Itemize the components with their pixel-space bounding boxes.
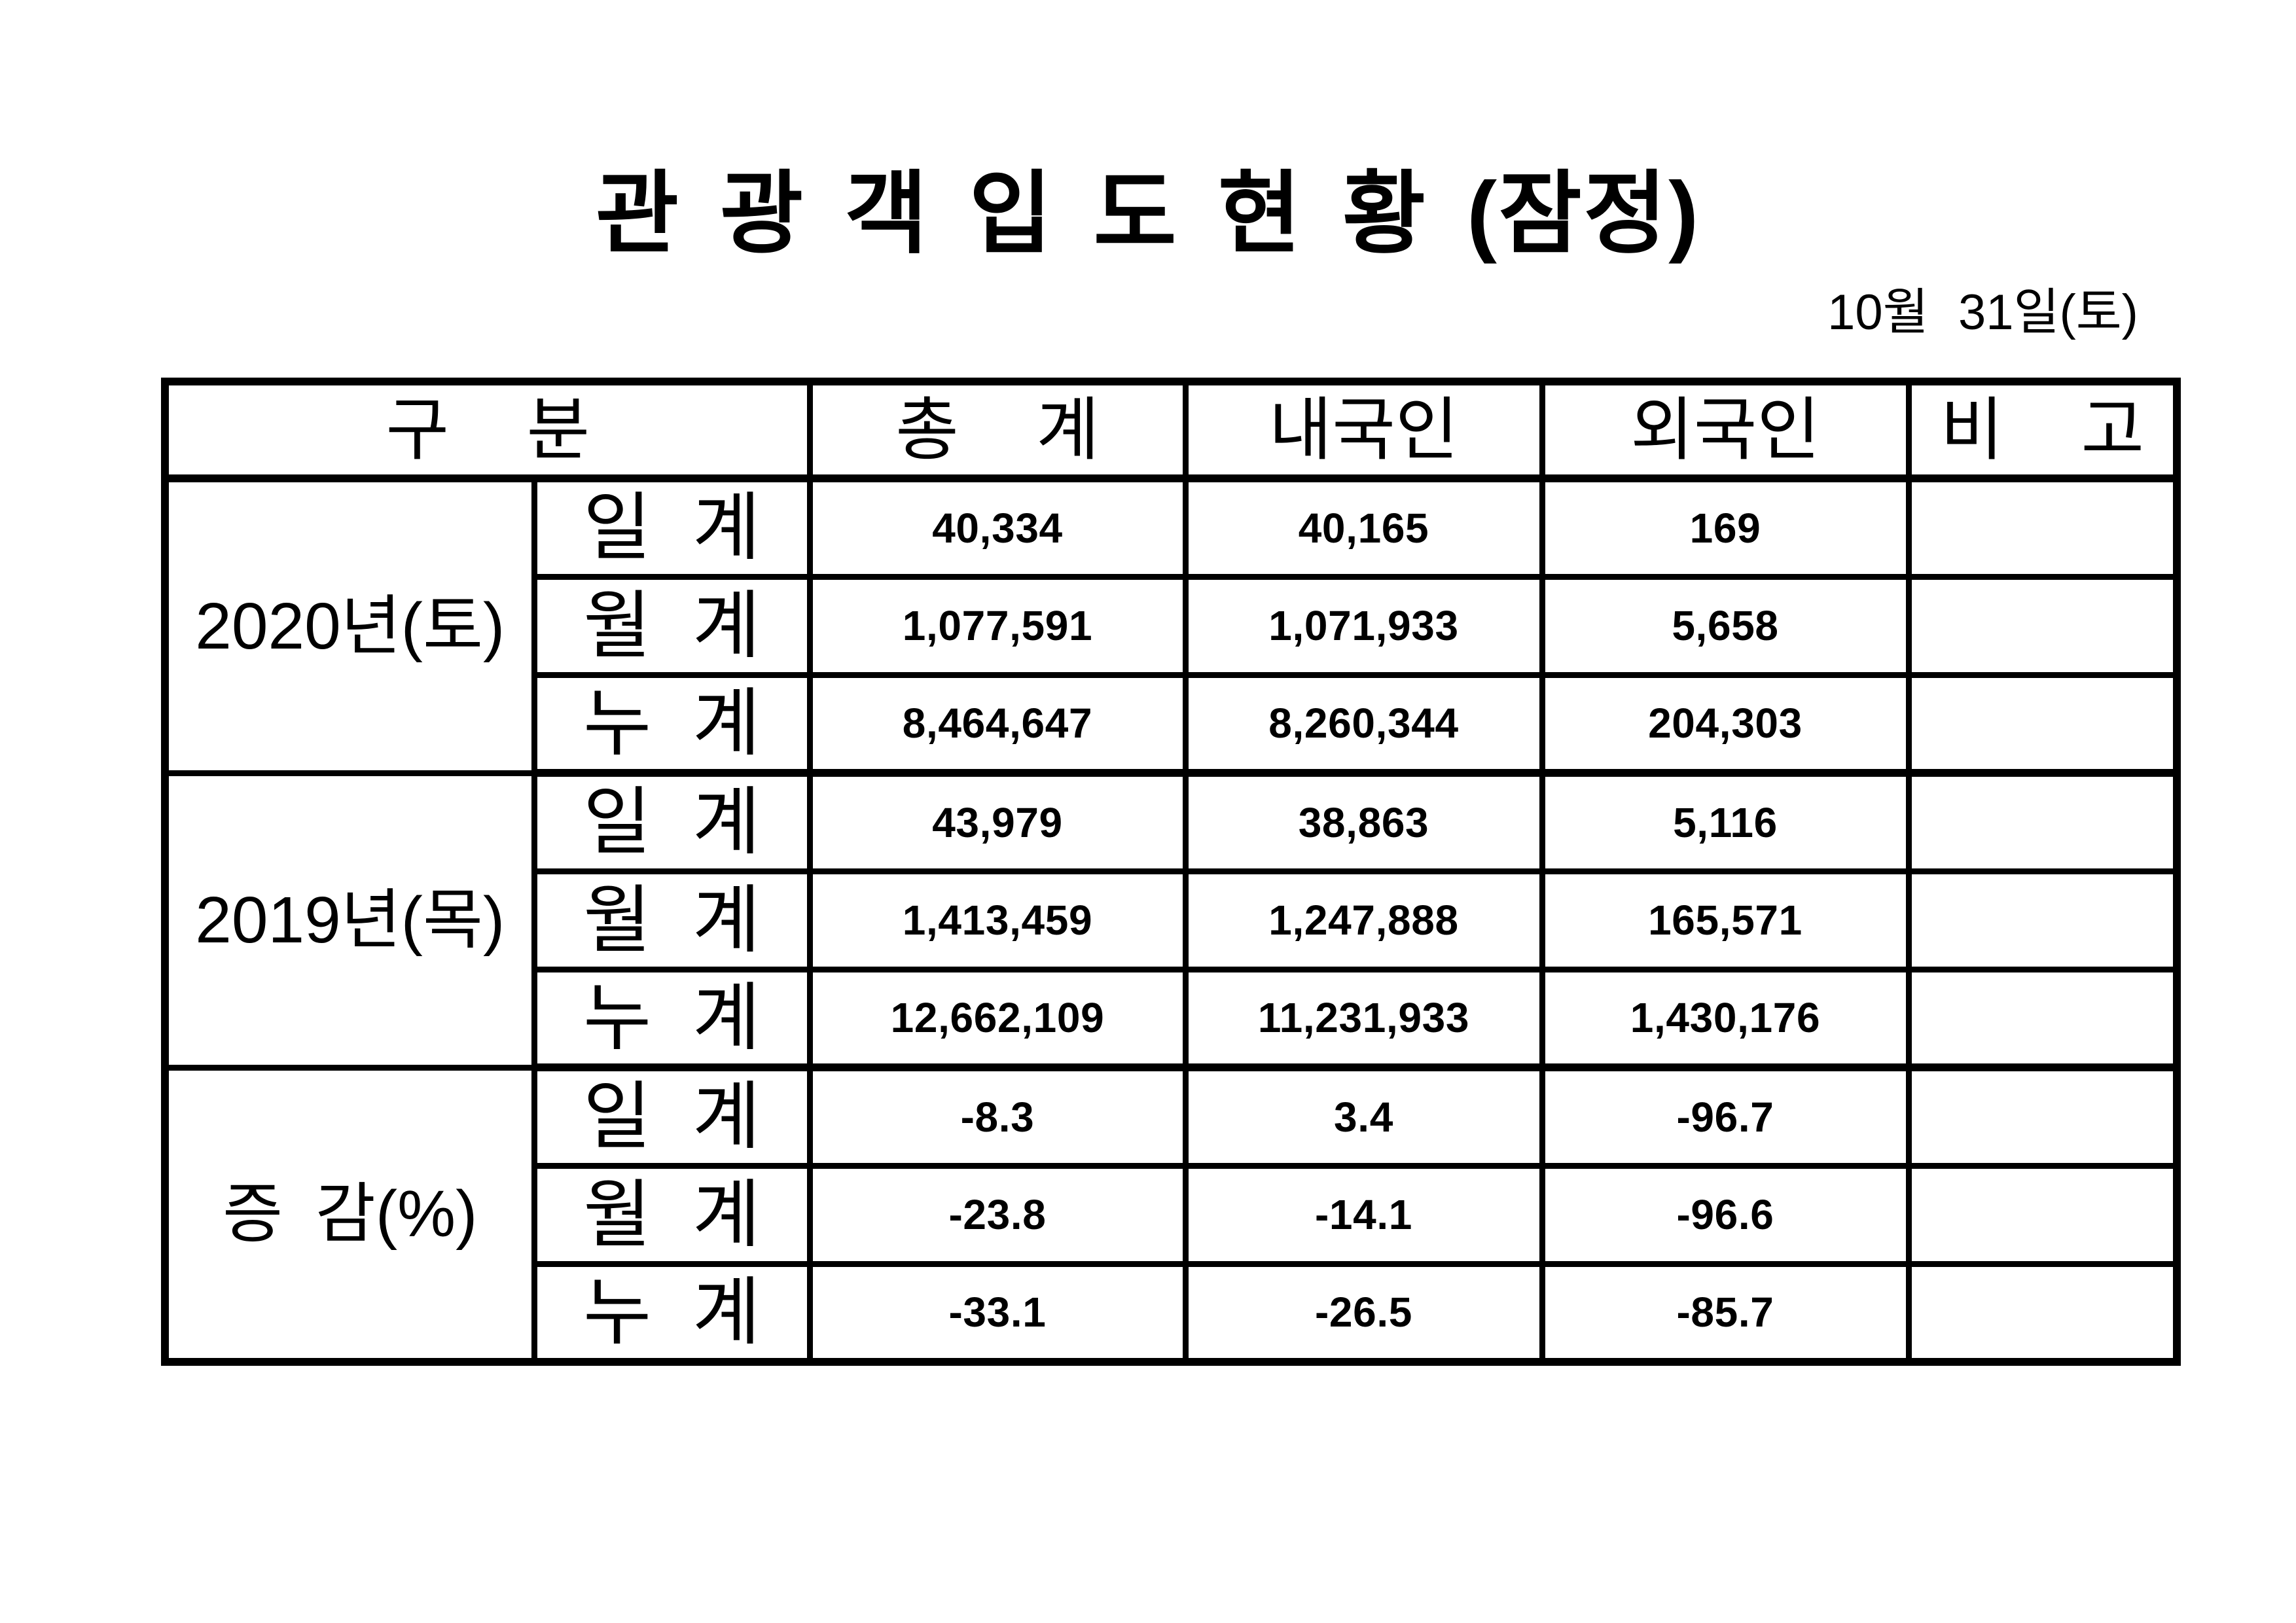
value-cell-domestic: 1,071,933 (1182, 573, 1545, 678)
remark-cell (1905, 868, 2180, 972)
section-label-change: 증 감(%) (162, 1064, 537, 1365)
value-cell-total: -8.3 (806, 1064, 1189, 1169)
remark-cell (1905, 475, 2180, 580)
value-cell-total: -33.1 (806, 1260, 1189, 1366)
value-cell-foreign: -85.7 (1539, 1260, 1912, 1366)
value-cell-foreign: 204,303 (1539, 671, 1912, 777)
row-label-cell: 월 계 (531, 573, 813, 678)
row-label-cell: 누 계 (531, 1260, 813, 1366)
row-label-cell: 일 계 (531, 475, 813, 580)
page-title: 관 광 객 입 도 현 황 (잠정) (596, 164, 1700, 264)
table-row: 증 감(%) 일 계 -8.3 3.4 -96.7 (162, 1064, 2180, 1365)
header-row: 구 분 총 계 내국인 외국인 비 고 (162, 378, 2180, 482)
value-cell-foreign: 1,430,176 (1539, 966, 1912, 1071)
value-cell-domestic: -26.5 (1182, 1260, 1545, 1366)
value-cell-domestic: 40,165 (1182, 475, 1545, 580)
stats-table: 구 분 총 계 내국인 외국인 비 고 2020년(토) 일 계 40,334 … (161, 378, 2181, 1366)
row-label-cell: 월 계 (531, 868, 813, 972)
row-label-cell: 누 계 (531, 671, 813, 777)
value-cell-domestic: 3.4 (1182, 1064, 1545, 1169)
col-header-domestic: 내국인 (1182, 378, 1545, 482)
col-header-total: 총 계 (806, 378, 1189, 482)
table-row: 월 계 1,413,459 1,247,888 165,571 (165, 868, 2180, 972)
value-cell-total: 40,334 (806, 475, 1189, 580)
col-header-category: 구 분 (162, 378, 813, 482)
value-cell-domestic: 8,260,344 (1182, 671, 1545, 777)
row-label-cell: 일 계 (531, 1064, 813, 1169)
table-row: 2019년(목) 일 계 43,979 38,863 5,116 (162, 770, 2180, 1071)
table-row: 월 계 1,077,591 1,071,933 5,658 (165, 573, 2180, 678)
remark-cell (1905, 770, 2180, 874)
remark-cell (1905, 1064, 2180, 1169)
value-cell-foreign: 5,116 (1539, 770, 1912, 874)
value-cell-domestic: 1,247,888 (1182, 868, 1545, 972)
remark-cell (1905, 966, 2180, 1071)
col-header-remark: 비 고 (1905, 378, 2180, 482)
value-cell-foreign: 169 (1539, 475, 1912, 580)
remark-cell (1905, 1260, 2180, 1366)
table-row: 2020년(토) 일 계 40,334 40,165 169 (162, 475, 2180, 776)
row-label-cell: 누 계 (531, 966, 813, 1071)
table-row: 누 계 -33.1 -26.5 -85.7 (165, 1260, 2180, 1366)
section-label-2020: 2020년(토) (162, 475, 537, 776)
value-cell-total: 8,464,647 (806, 671, 1189, 777)
section-label-2019: 2019년(목) (162, 770, 537, 1071)
value-cell-total: 1,413,459 (806, 868, 1189, 972)
col-header-foreign: 외국인 (1539, 378, 1912, 482)
value-cell-domestic: 38,863 (1182, 770, 1545, 874)
value-cell-domestic: -14.1 (1182, 1162, 1545, 1267)
row-label-cell: 월 계 (531, 1162, 813, 1267)
value-cell-foreign: -96.6 (1539, 1162, 1912, 1267)
remark-cell (1905, 573, 2180, 678)
value-cell-foreign: -96.7 (1539, 1064, 1912, 1169)
table-row: 월 계 -23.8 -14.1 -96.6 (165, 1162, 2180, 1267)
value-cell-total: -23.8 (806, 1162, 1189, 1267)
value-cell-total: 43,979 (806, 770, 1189, 874)
value-cell-total: 1,077,591 (806, 573, 1189, 678)
row-label-cell: 일 계 (531, 770, 813, 874)
report-date: 10월 31일(토) (1827, 285, 2138, 340)
table-row: 누 계 8,464,647 8,260,344 204,303 (165, 671, 2180, 777)
value-cell-foreign: 165,571 (1539, 868, 1912, 972)
value-cell-domestic: 11,231,933 (1182, 966, 1545, 1071)
value-cell-foreign: 5,658 (1539, 573, 1912, 678)
remark-cell (1905, 1162, 2180, 1267)
remark-cell (1905, 671, 2180, 777)
value-cell-total: 12,662,109 (806, 966, 1189, 1071)
table-row: 누 계 12,662,109 11,231,933 1,430,176 (165, 966, 2180, 1071)
